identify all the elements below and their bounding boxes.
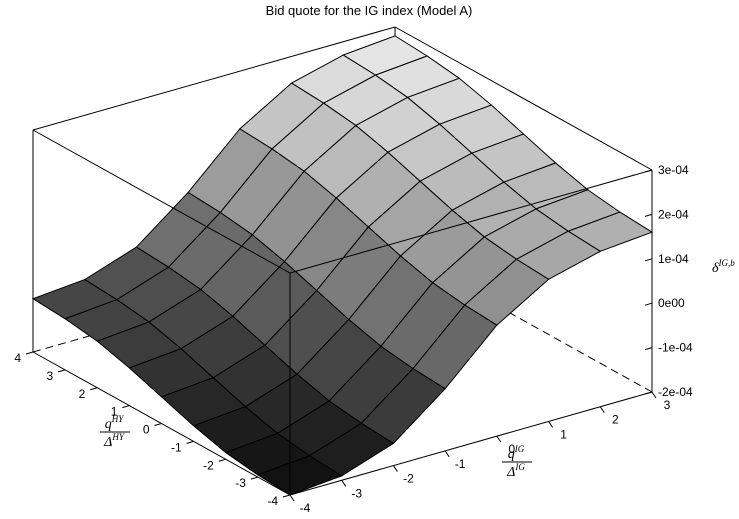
y-tick	[250, 476, 259, 480]
x-tick-label: 3	[664, 398, 671, 412]
x-tick-label: 1	[560, 427, 567, 441]
box-edge	[394, 248, 653, 393]
surface-cell	[256, 455, 343, 496]
x-tick	[651, 391, 657, 399]
front-layer: -4 -3 -2 -1 0 1 2 3 -4 -3 -2 -1 0 1 2 3 4 -2e-04 -1e-04 0e0…	[14, 129, 735, 515]
y-tick-label: 2	[79, 387, 86, 401]
x-tick-label: -2	[403, 472, 414, 486]
x-tick-label: 2	[612, 413, 619, 427]
z-tick-label: 1e-04	[658, 252, 689, 266]
x-tick	[444, 450, 450, 458]
axis-title-text: q	[105, 417, 112, 432]
axis-title-sup: IG	[514, 462, 525, 472]
y-tick-label: -4	[267, 494, 278, 508]
x-tick	[289, 494, 295, 502]
box-edge	[289, 391, 653, 496]
z-tick	[644, 347, 653, 351]
x-tick	[393, 465, 398, 472]
axis-title-sup: HY	[111, 414, 124, 424]
y-tick	[186, 440, 194, 444]
axis-title-text: δ	[712, 261, 719, 276]
y-tick-label: 1	[111, 405, 118, 419]
x-tick	[341, 480, 347, 487]
z-tick	[644, 213, 653, 217]
z-tick-label: -1e-04	[658, 341, 693, 355]
z-tick	[644, 169, 653, 173]
axis-title-sup: HY	[111, 432, 124, 442]
box-edge	[394, 26, 653, 171]
x-tick	[548, 421, 553, 428]
y-tick	[282, 494, 291, 498]
z-tick	[644, 258, 653, 262]
box-edge	[289, 169, 653, 274]
axis-title-den: ΔHY	[103, 432, 125, 450]
z-tick-label: 3e-04	[658, 163, 689, 177]
y-tick	[154, 423, 162, 426]
z-tick-label: 2e-04	[658, 207, 689, 221]
z-tick-label: 0e00	[658, 296, 685, 310]
x-tick-label: 0	[509, 442, 516, 456]
axis-title-num: qIG	[508, 444, 525, 462]
y-tick	[218, 458, 226, 462]
y-tick-label: 4	[14, 351, 21, 365]
axis-title-den: ΔIG	[506, 462, 525, 480]
x-tick	[496, 435, 502, 443]
box-edge	[32, 26, 396, 131]
y-tick	[90, 387, 98, 391]
axis-title-sup: IG	[514, 444, 525, 454]
x-tick-label: -4	[300, 501, 311, 515]
x-tick	[599, 406, 605, 413]
chart-title: Bid quote for the IG index (Model A)	[266, 3, 473, 18]
y-tick	[57, 369, 66, 373]
y-tick-label: -2	[203, 458, 214, 472]
z-tick	[644, 391, 653, 395]
axis-title-text: q	[508, 447, 515, 462]
axis-title-text: Δ	[103, 435, 112, 450]
surface	[31, 35, 654, 496]
y-tick	[122, 405, 130, 409]
y-tick-label: 3	[46, 369, 53, 383]
z-axis-title: δIG,b	[712, 258, 735, 276]
y-tick-label: 0	[143, 423, 150, 437]
x-tick-label: -3	[351, 486, 362, 500]
z-tick	[644, 302, 653, 306]
axis-title-text: Δ	[506, 465, 515, 480]
z-tick-label: -2e-04	[658, 385, 693, 399]
y-tick-label: -1	[171, 440, 182, 454]
y-tick-label: -3	[235, 476, 246, 490]
axis-title-num: qHY	[105, 414, 124, 432]
axis-title-sup: IG,b	[718, 258, 736, 268]
x-tick-label: -1	[455, 457, 466, 471]
box-edge	[32, 129, 291, 274]
y-tick	[25, 351, 34, 355]
